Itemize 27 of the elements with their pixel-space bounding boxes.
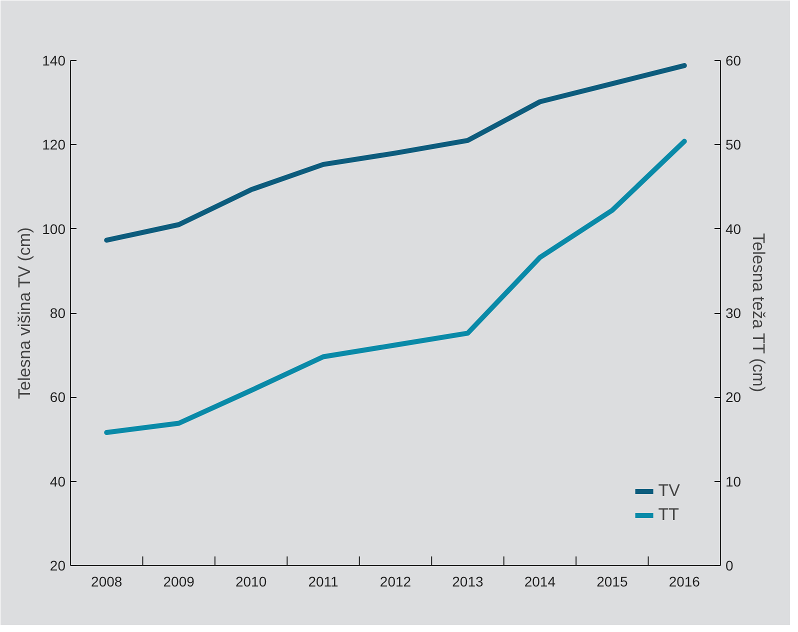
y-tick-label: 100 [42,220,66,237]
y2-tick-label: 50 [726,136,742,153]
y2-tick-label: 60 [726,52,742,68]
x-tick-label: 2013 [452,574,484,590]
x-tick-label: 2012 [380,574,412,590]
x-tick-label: 2008 [91,574,122,590]
y2-tick-label: 20 [726,389,742,406]
y-tick-label: 20 [50,558,66,574]
y-axis-title: Telesna višina TV (cm) [15,227,34,399]
x-tick-label: 2016 [668,574,700,590]
x-tick-label: 2011 [308,574,339,590]
x-tick-label: 2010 [235,574,267,590]
y-tick-label: 40 [50,473,66,490]
y2-tick-label: 0 [726,558,734,574]
y-tick-label: 80 [50,305,66,321]
y2-tick-label: 30 [726,305,742,321]
legend-label: TT [658,505,680,525]
y-tick-label: 140 [42,52,66,68]
x-tick-label: 2015 [596,574,628,590]
x-tick-label: 2009 [163,574,195,590]
y2-tick-label: 40 [726,220,742,237]
y2-axis-title: Telesna teža TT (cm) [749,233,768,392]
y2-tick-label: 10 [726,473,742,490]
y-tick-label: 60 [50,389,66,406]
legend-label: TV [658,481,680,501]
x-tick-label: 2014 [524,574,556,590]
y-tick-label: 120 [42,136,66,153]
